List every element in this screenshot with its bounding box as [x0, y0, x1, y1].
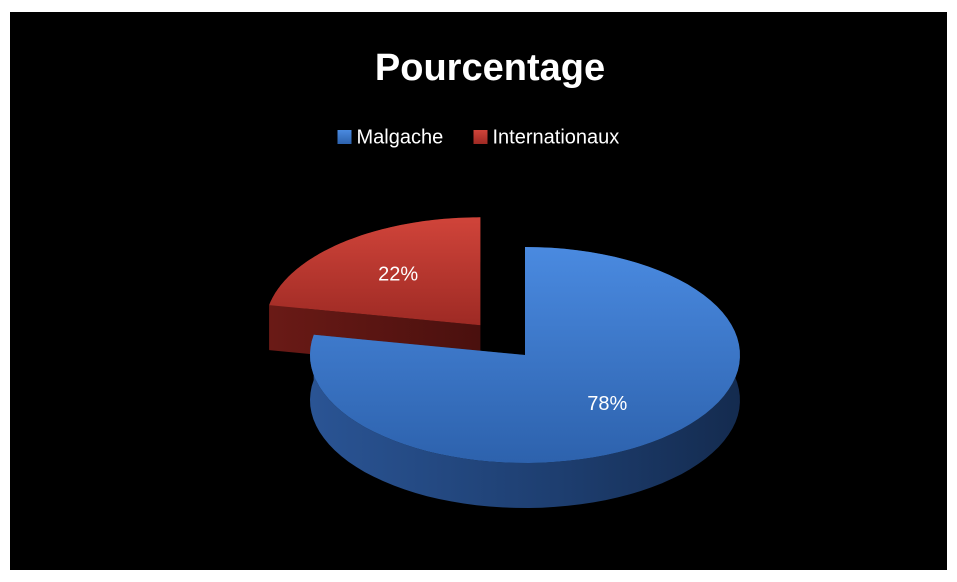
legend-swatch — [337, 130, 352, 144]
chart-title: Pourcentage — [375, 47, 605, 89]
legend-label: Internationaux — [493, 126, 620, 148]
data-label: 78% — [587, 393, 627, 415]
slice — [310, 247, 740, 463]
legend-label: Malgache — [357, 126, 444, 148]
data-label: 22% — [378, 264, 418, 286]
slice — [269, 217, 481, 326]
legend-swatch — [473, 130, 488, 144]
